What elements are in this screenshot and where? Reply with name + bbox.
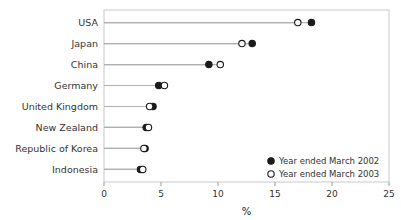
stem-line — [104, 106, 150, 107]
legend-marker — [268, 171, 274, 177]
x-tick — [161, 182, 162, 186]
chart: 0 5 10 15 20 25% USA Japan China Germany United Ki… — [0, 0, 401, 220]
x-tick — [104, 182, 105, 186]
x-tick — [389, 182, 390, 186]
y-tick-label: Indonesia — [52, 164, 98, 175]
chart-container: 0 5 10 15 20 25% USA Japan China Germany United Ki… — [0, 0, 401, 220]
dot — [141, 145, 147, 151]
legend-marker — [268, 158, 274, 164]
x-tick-label: 15 — [269, 189, 280, 199]
dot — [295, 19, 301, 25]
x-tick — [218, 182, 219, 186]
stem-line — [104, 148, 144, 149]
dot — [249, 40, 255, 46]
x-tick-label: 0 — [101, 189, 107, 199]
stem-line — [104, 148, 145, 149]
dot — [140, 166, 146, 172]
x-tick-label: 5 — [158, 189, 164, 199]
x-tick-label: 10 — [212, 189, 224, 199]
stem-line — [104, 106, 153, 107]
legend-label: Year ended March 2002 — [278, 156, 379, 166]
y-tick-label: Japan — [71, 38, 99, 49]
dot — [161, 82, 167, 88]
stem-line — [104, 64, 220, 65]
dot — [239, 40, 245, 46]
dot — [145, 124, 151, 130]
stem-line — [104, 22, 311, 23]
y-tick-label: Germany — [54, 80, 98, 91]
plot-frame — [104, 10, 389, 182]
stem-line — [104, 43, 252, 44]
y-tick-label: New Zealand — [36, 122, 98, 133]
stem-line — [104, 127, 148, 128]
stem-line — [104, 22, 298, 23]
y-tick-label: USA — [78, 17, 98, 28]
y-tick-label: Republic of Korea — [15, 143, 98, 154]
legend-label: Year ended March 2003 — [278, 169, 379, 179]
legend: Year ended March 2002 Year ended March 20… — [268, 156, 379, 179]
y-tick-label: China — [71, 59, 98, 70]
x-tick — [275, 182, 276, 186]
x-axis-label: % — [242, 206, 252, 217]
stem-line — [104, 43, 242, 44]
x-tick — [332, 182, 333, 186]
dot — [217, 61, 223, 67]
x-tick-label: 25 — [383, 189, 394, 199]
x-tick-label: 20 — [326, 189, 338, 199]
plot-area — [104, 19, 315, 172]
dot — [206, 61, 212, 67]
dot — [308, 19, 314, 25]
y-tick-label: United Kingdom — [22, 101, 98, 112]
dot — [146, 103, 152, 109]
